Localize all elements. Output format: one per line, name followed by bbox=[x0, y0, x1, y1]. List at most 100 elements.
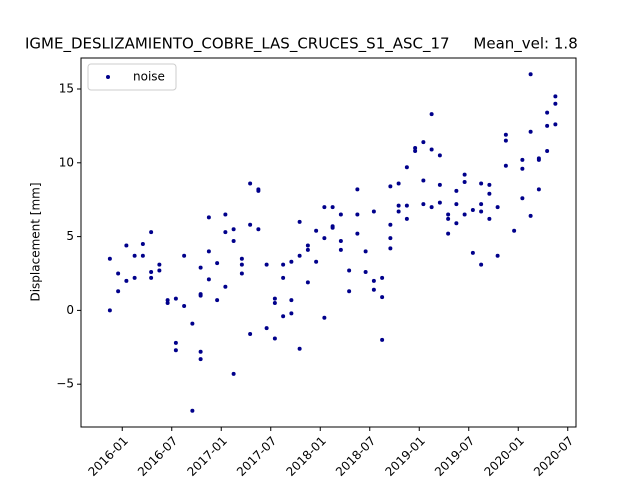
x-tick-label: 2017-01 bbox=[184, 434, 229, 479]
data-point bbox=[487, 182, 492, 187]
data-point bbox=[437, 200, 442, 205]
data-point bbox=[553, 101, 558, 106]
data-point bbox=[182, 303, 187, 308]
data-point bbox=[330, 224, 335, 229]
data-point bbox=[429, 205, 434, 210]
data-point bbox=[281, 314, 286, 319]
data-point bbox=[297, 253, 302, 258]
data-point bbox=[520, 157, 525, 162]
data-point bbox=[239, 256, 244, 261]
data-point bbox=[421, 178, 426, 183]
data-point bbox=[536, 187, 541, 192]
data-point bbox=[198, 293, 203, 298]
data-point bbox=[437, 182, 442, 187]
data-point bbox=[165, 298, 170, 303]
data-point bbox=[553, 122, 558, 127]
data-point bbox=[231, 239, 236, 244]
data-point bbox=[289, 311, 294, 316]
y-tick-label: 10 bbox=[59, 155, 74, 169]
data-point bbox=[132, 253, 137, 258]
data-point bbox=[553, 94, 558, 99]
data-point bbox=[239, 262, 244, 267]
x-tick-label: 2017-07 bbox=[234, 434, 279, 479]
data-point bbox=[223, 284, 228, 289]
data-point bbox=[503, 132, 508, 137]
data-point bbox=[470, 208, 475, 213]
data-point bbox=[198, 357, 203, 362]
data-point bbox=[190, 321, 195, 326]
y-tick-label: −5 bbox=[56, 377, 74, 391]
data-point bbox=[454, 188, 459, 193]
data-point bbox=[545, 110, 550, 115]
data-point bbox=[149, 270, 154, 275]
data-point bbox=[206, 277, 211, 282]
chart-title: IGME_DESLIZAMIENTO_COBRE_LAS_CRUCES_S1_A… bbox=[25, 35, 578, 54]
data-point bbox=[330, 205, 335, 210]
x-tick-label: 2019-07 bbox=[432, 434, 477, 479]
data-point bbox=[124, 278, 129, 283]
data-point bbox=[528, 213, 533, 218]
data-point bbox=[404, 216, 409, 221]
data-point bbox=[107, 256, 112, 261]
data-point bbox=[479, 202, 484, 207]
data-point bbox=[140, 253, 145, 258]
data-point bbox=[380, 295, 385, 300]
data-point bbox=[248, 181, 253, 186]
data-point bbox=[264, 326, 269, 331]
x-tick-label: 2019-01 bbox=[382, 434, 427, 479]
data-point bbox=[404, 203, 409, 208]
data-point bbox=[149, 275, 154, 280]
data-point bbox=[322, 236, 327, 241]
data-point bbox=[371, 209, 376, 214]
data-point bbox=[520, 166, 525, 171]
data-point bbox=[355, 187, 360, 192]
data-point bbox=[479, 209, 484, 214]
data-point bbox=[347, 268, 352, 273]
data-point bbox=[479, 181, 484, 186]
data-point bbox=[215, 298, 220, 303]
data-point bbox=[272, 296, 277, 301]
data-point bbox=[248, 332, 253, 337]
data-point bbox=[198, 265, 203, 270]
data-point bbox=[355, 212, 360, 217]
data-point bbox=[380, 275, 385, 280]
data-point bbox=[264, 262, 269, 267]
data-point bbox=[429, 112, 434, 117]
data-point bbox=[462, 179, 467, 184]
data-point bbox=[413, 146, 418, 151]
data-point bbox=[256, 227, 261, 232]
data-point bbox=[371, 278, 376, 283]
data-point bbox=[305, 243, 310, 248]
data-point bbox=[512, 228, 517, 233]
data-point bbox=[396, 181, 401, 186]
data-point bbox=[446, 216, 451, 221]
data-point bbox=[454, 202, 459, 207]
data-point bbox=[124, 243, 129, 248]
data-point bbox=[289, 298, 294, 303]
data-point bbox=[206, 249, 211, 254]
y-tick-label: 0 bbox=[66, 303, 74, 317]
data-point bbox=[107, 308, 112, 313]
data-point bbox=[404, 165, 409, 170]
data-point bbox=[421, 140, 426, 145]
data-point bbox=[116, 289, 121, 294]
data-point bbox=[388, 184, 393, 189]
data-point bbox=[429, 147, 434, 152]
data-point bbox=[388, 246, 393, 251]
x-tick-label: 2016-01 bbox=[85, 434, 130, 479]
data-point bbox=[437, 153, 442, 158]
data-point bbox=[454, 221, 459, 226]
data-point bbox=[281, 275, 286, 280]
data-point bbox=[198, 349, 203, 354]
x-tick-label: 2018-01 bbox=[283, 434, 328, 479]
data-point bbox=[487, 191, 492, 196]
data-point bbox=[536, 156, 541, 161]
data-point bbox=[371, 287, 376, 292]
legend-label: noise bbox=[133, 70, 165, 84]
y-tick-label: 5 bbox=[66, 229, 74, 243]
data-point bbox=[289, 259, 294, 264]
data-point bbox=[421, 202, 426, 207]
data-point bbox=[190, 408, 195, 413]
data-point bbox=[462, 212, 467, 217]
